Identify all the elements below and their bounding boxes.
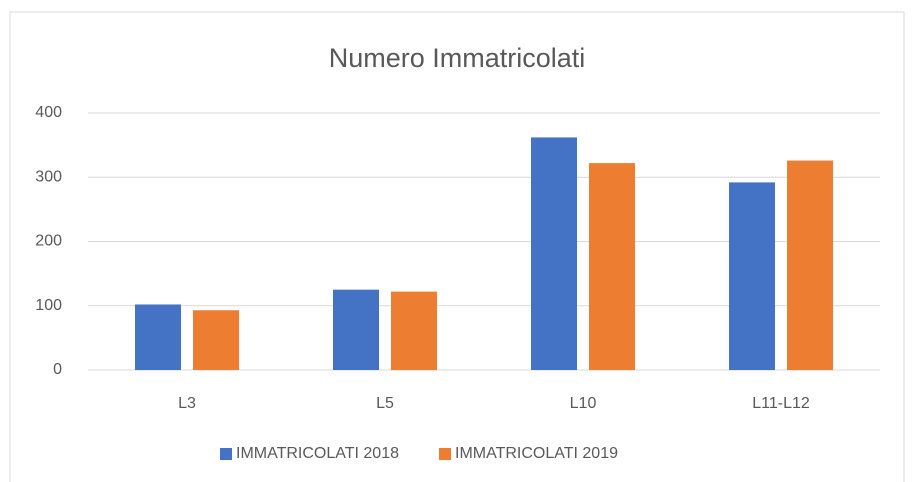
bar [193, 310, 239, 370]
bar [391, 291, 437, 370]
bar [729, 182, 775, 370]
y-tick-label: 200 [35, 233, 62, 250]
legend-swatch [220, 448, 232, 460]
bar [135, 304, 181, 370]
bar [787, 160, 833, 370]
bar [531, 137, 577, 370]
x-tick-label: L11-L12 [752, 395, 810, 412]
legend-swatch [439, 448, 451, 460]
bar [333, 289, 379, 370]
chart-frame [9, 11, 905, 482]
legend-label: IMMATRICOLATI 2019 [455, 445, 618, 462]
y-tick-label: 400 [35, 104, 62, 121]
legend-label: IMMATRICOLATI 2018 [236, 445, 399, 462]
y-tick-label: 300 [35, 168, 62, 185]
y-tick-label: 100 [35, 297, 62, 314]
y-tick-label: 0 [53, 361, 62, 378]
chart-title: Numero Immatricolati [329, 43, 586, 73]
x-tick-label: L5 [376, 395, 394, 412]
x-tick-label: L3 [178, 395, 196, 412]
bar [589, 163, 635, 370]
x-tick-label: L10 [570, 395, 597, 412]
